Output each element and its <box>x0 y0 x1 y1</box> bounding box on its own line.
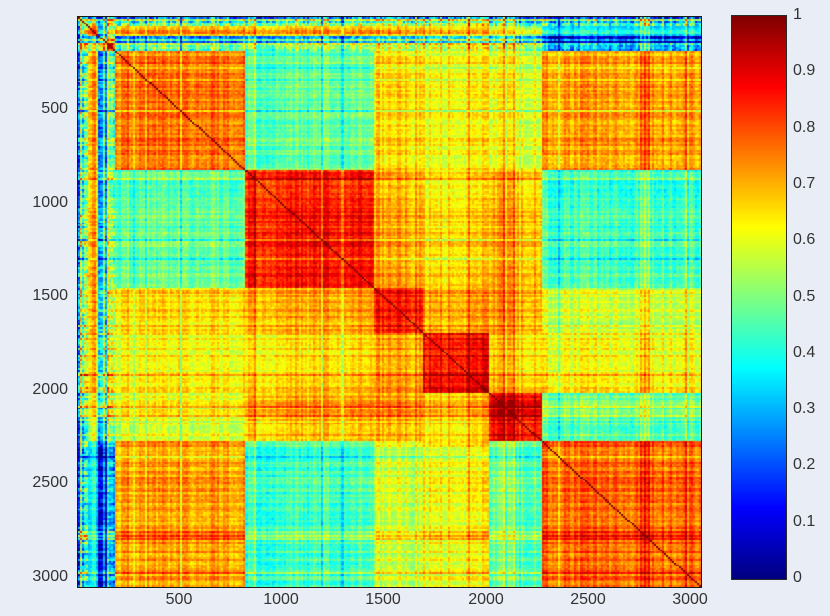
x-axis-tick-label: 1500 <box>365 591 401 608</box>
y-axis-tick-label: 500 <box>41 100 68 117</box>
x-axis-tick-label: 2000 <box>468 591 504 608</box>
y-axis-tick-label: 2000 <box>32 381 68 398</box>
colorbar-tick-label: 0.8 <box>793 119 816 136</box>
y-axis-tick-label: 3000 <box>32 568 68 585</box>
x-axis-tick-label: 2500 <box>570 591 606 608</box>
colorbar <box>731 15 787 580</box>
colorbar-tick-label: 0.3 <box>793 400 816 417</box>
colorbar-tick-label: 0.5 <box>793 288 816 305</box>
x-axis-tick-label: 3000 <box>672 591 708 608</box>
colorbar-tick-label: 0.1 <box>793 513 816 530</box>
x-axis-tick-label: 500 <box>165 591 193 608</box>
y-axis-tick-label: 1000 <box>32 194 68 211</box>
similarity-matrix-heatmap <box>77 16 702 588</box>
colorbar-tick-label: 0.9 <box>793 62 816 79</box>
colorbar-tick-label: 0 <box>793 569 802 586</box>
colorbar-tick-label: 1 <box>793 6 802 23</box>
colorbar-tick-label: 0.7 <box>793 175 816 192</box>
y-axis-tick-label: 1500 <box>32 287 68 304</box>
x-axis-tick-label: 1000 <box>263 591 299 608</box>
colorbar-tick-label: 0.2 <box>793 456 816 473</box>
y-axis-tick-label: 2500 <box>32 474 68 491</box>
colorbar-tick-label: 0.4 <box>793 344 816 361</box>
colorbar-tick-label: 0.6 <box>793 231 816 248</box>
